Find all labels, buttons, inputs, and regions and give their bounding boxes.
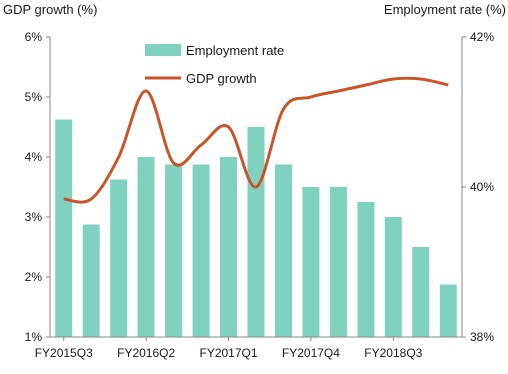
bar-employment-rate xyxy=(247,127,265,337)
left-tick-label: 5% xyxy=(25,90,43,104)
bar-employment-rate xyxy=(137,157,155,337)
left-tick-label: 1% xyxy=(25,330,43,344)
bar-employment-rate xyxy=(220,157,237,337)
axes: 1% 2% 3% 4% 5% 6% 38% 40% 42% FY2015Q3 FY2016Q2 FY2… xyxy=(25,30,495,360)
employment-bars xyxy=(55,119,457,337)
bar-employment-rate xyxy=(82,224,100,337)
bar-employment-rate xyxy=(110,179,128,337)
legend: Employment rate GDP growth xyxy=(145,43,284,86)
x-tick-label: FY2016Q2 xyxy=(117,346,175,360)
left-tick-label: 4% xyxy=(25,150,43,164)
x-tick-label: FY2017Q1 xyxy=(200,346,258,360)
bar-employment-rate xyxy=(384,217,402,337)
bar-employment-rate xyxy=(412,247,430,337)
x-tick-label: FY2015Q3 xyxy=(35,346,93,360)
bar-employment-rate xyxy=(439,284,457,337)
x-tick-label: FY2017Q4 xyxy=(282,346,340,360)
right-tick-label: 40% xyxy=(470,180,494,194)
bar-employment-rate xyxy=(55,119,73,337)
left-axis-title: GDP growth (%) xyxy=(3,2,97,17)
left-tick-label: 6% xyxy=(25,30,43,44)
gdp-line-layer xyxy=(63,76,449,204)
bar-employment-rate xyxy=(192,164,210,337)
bar-employment-rate xyxy=(165,164,183,337)
bar-employment-rate xyxy=(302,187,320,337)
right-tick-label: 38% xyxy=(470,330,494,344)
bar-employment-rate xyxy=(357,202,375,337)
left-tick-label: 2% xyxy=(25,270,43,284)
gdp-growth-line xyxy=(63,76,449,204)
legend-label-gdp: GDP growth xyxy=(186,71,257,86)
legend-label-employment: Employment rate xyxy=(186,43,284,58)
x-tick-label: FY2018Q3 xyxy=(364,346,422,360)
bar-employment-rate xyxy=(329,187,347,337)
right-tick-label: 42% xyxy=(470,30,494,44)
left-tick-label: 3% xyxy=(25,210,43,224)
right-axis-title: Employment rate (%) xyxy=(384,2,506,17)
legend-swatch-employment xyxy=(145,44,181,56)
bar-employment-rate xyxy=(275,164,292,337)
